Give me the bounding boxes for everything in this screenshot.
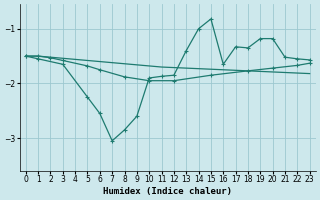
- X-axis label: Humidex (Indice chaleur): Humidex (Indice chaleur): [103, 187, 232, 196]
